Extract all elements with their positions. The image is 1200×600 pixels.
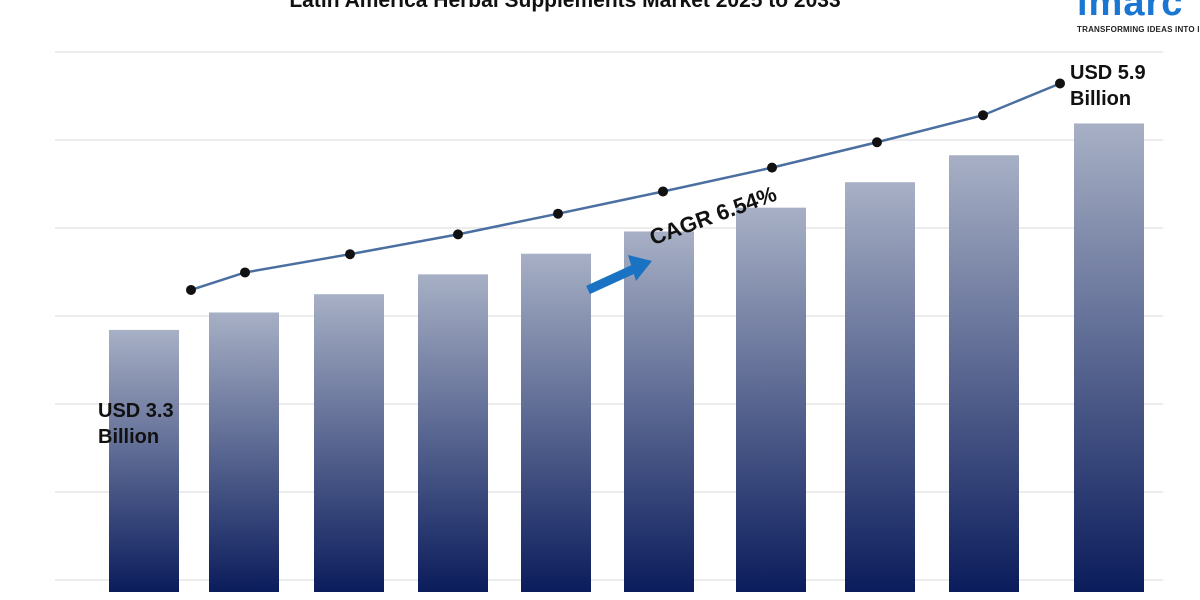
start-value-label: USD 3.3 Billion bbox=[98, 398, 174, 450]
bar bbox=[521, 253, 591, 593]
trend-point bbox=[186, 284, 196, 295]
trend-point bbox=[978, 110, 988, 121]
logo-wordmark: imarc bbox=[1077, 0, 1184, 24]
trend-point bbox=[1055, 78, 1065, 89]
cagr-arrow bbox=[586, 255, 652, 295]
end-value: USD 5.9 bbox=[1070, 62, 1146, 84]
bar bbox=[314, 294, 384, 592]
bar bbox=[109, 329, 179, 592]
trend-line bbox=[186, 78, 1065, 295]
bar bbox=[418, 274, 488, 592]
chart-title: Latin America Herbal Supplements Market … bbox=[289, 0, 841, 12]
bar bbox=[624, 231, 694, 592]
trend-point bbox=[872, 137, 882, 148]
bar bbox=[845, 182, 915, 592]
bar bbox=[209, 312, 279, 592]
start-value: USD 3.3 bbox=[98, 400, 174, 422]
trend-point bbox=[658, 186, 668, 197]
trend-point bbox=[345, 249, 355, 260]
end-value-label: USD 5.9 Billion bbox=[1070, 60, 1146, 112]
bar bbox=[1074, 123, 1144, 593]
bar bbox=[736, 207, 806, 592]
start-unit: Billion bbox=[98, 426, 160, 448]
bars bbox=[109, 123, 1144, 593]
trend-point bbox=[240, 267, 250, 278]
cagr-arrow-shaft bbox=[586, 263, 638, 295]
logo-tagline: TRANSFORMING IDEAS INTO IMPACT bbox=[1077, 25, 1200, 34]
bar bbox=[949, 155, 1019, 592]
trend-line-path bbox=[190, 82, 1061, 292]
trend-point bbox=[453, 229, 463, 240]
trend-point bbox=[553, 208, 563, 219]
end-unit: Billion bbox=[1070, 88, 1132, 110]
cagr-arrow-head bbox=[628, 255, 652, 281]
trend-point bbox=[767, 162, 777, 173]
imarc-logo: imarc TRANSFORMING IDEAS INTO IMPACT bbox=[1035, 0, 1200, 40]
